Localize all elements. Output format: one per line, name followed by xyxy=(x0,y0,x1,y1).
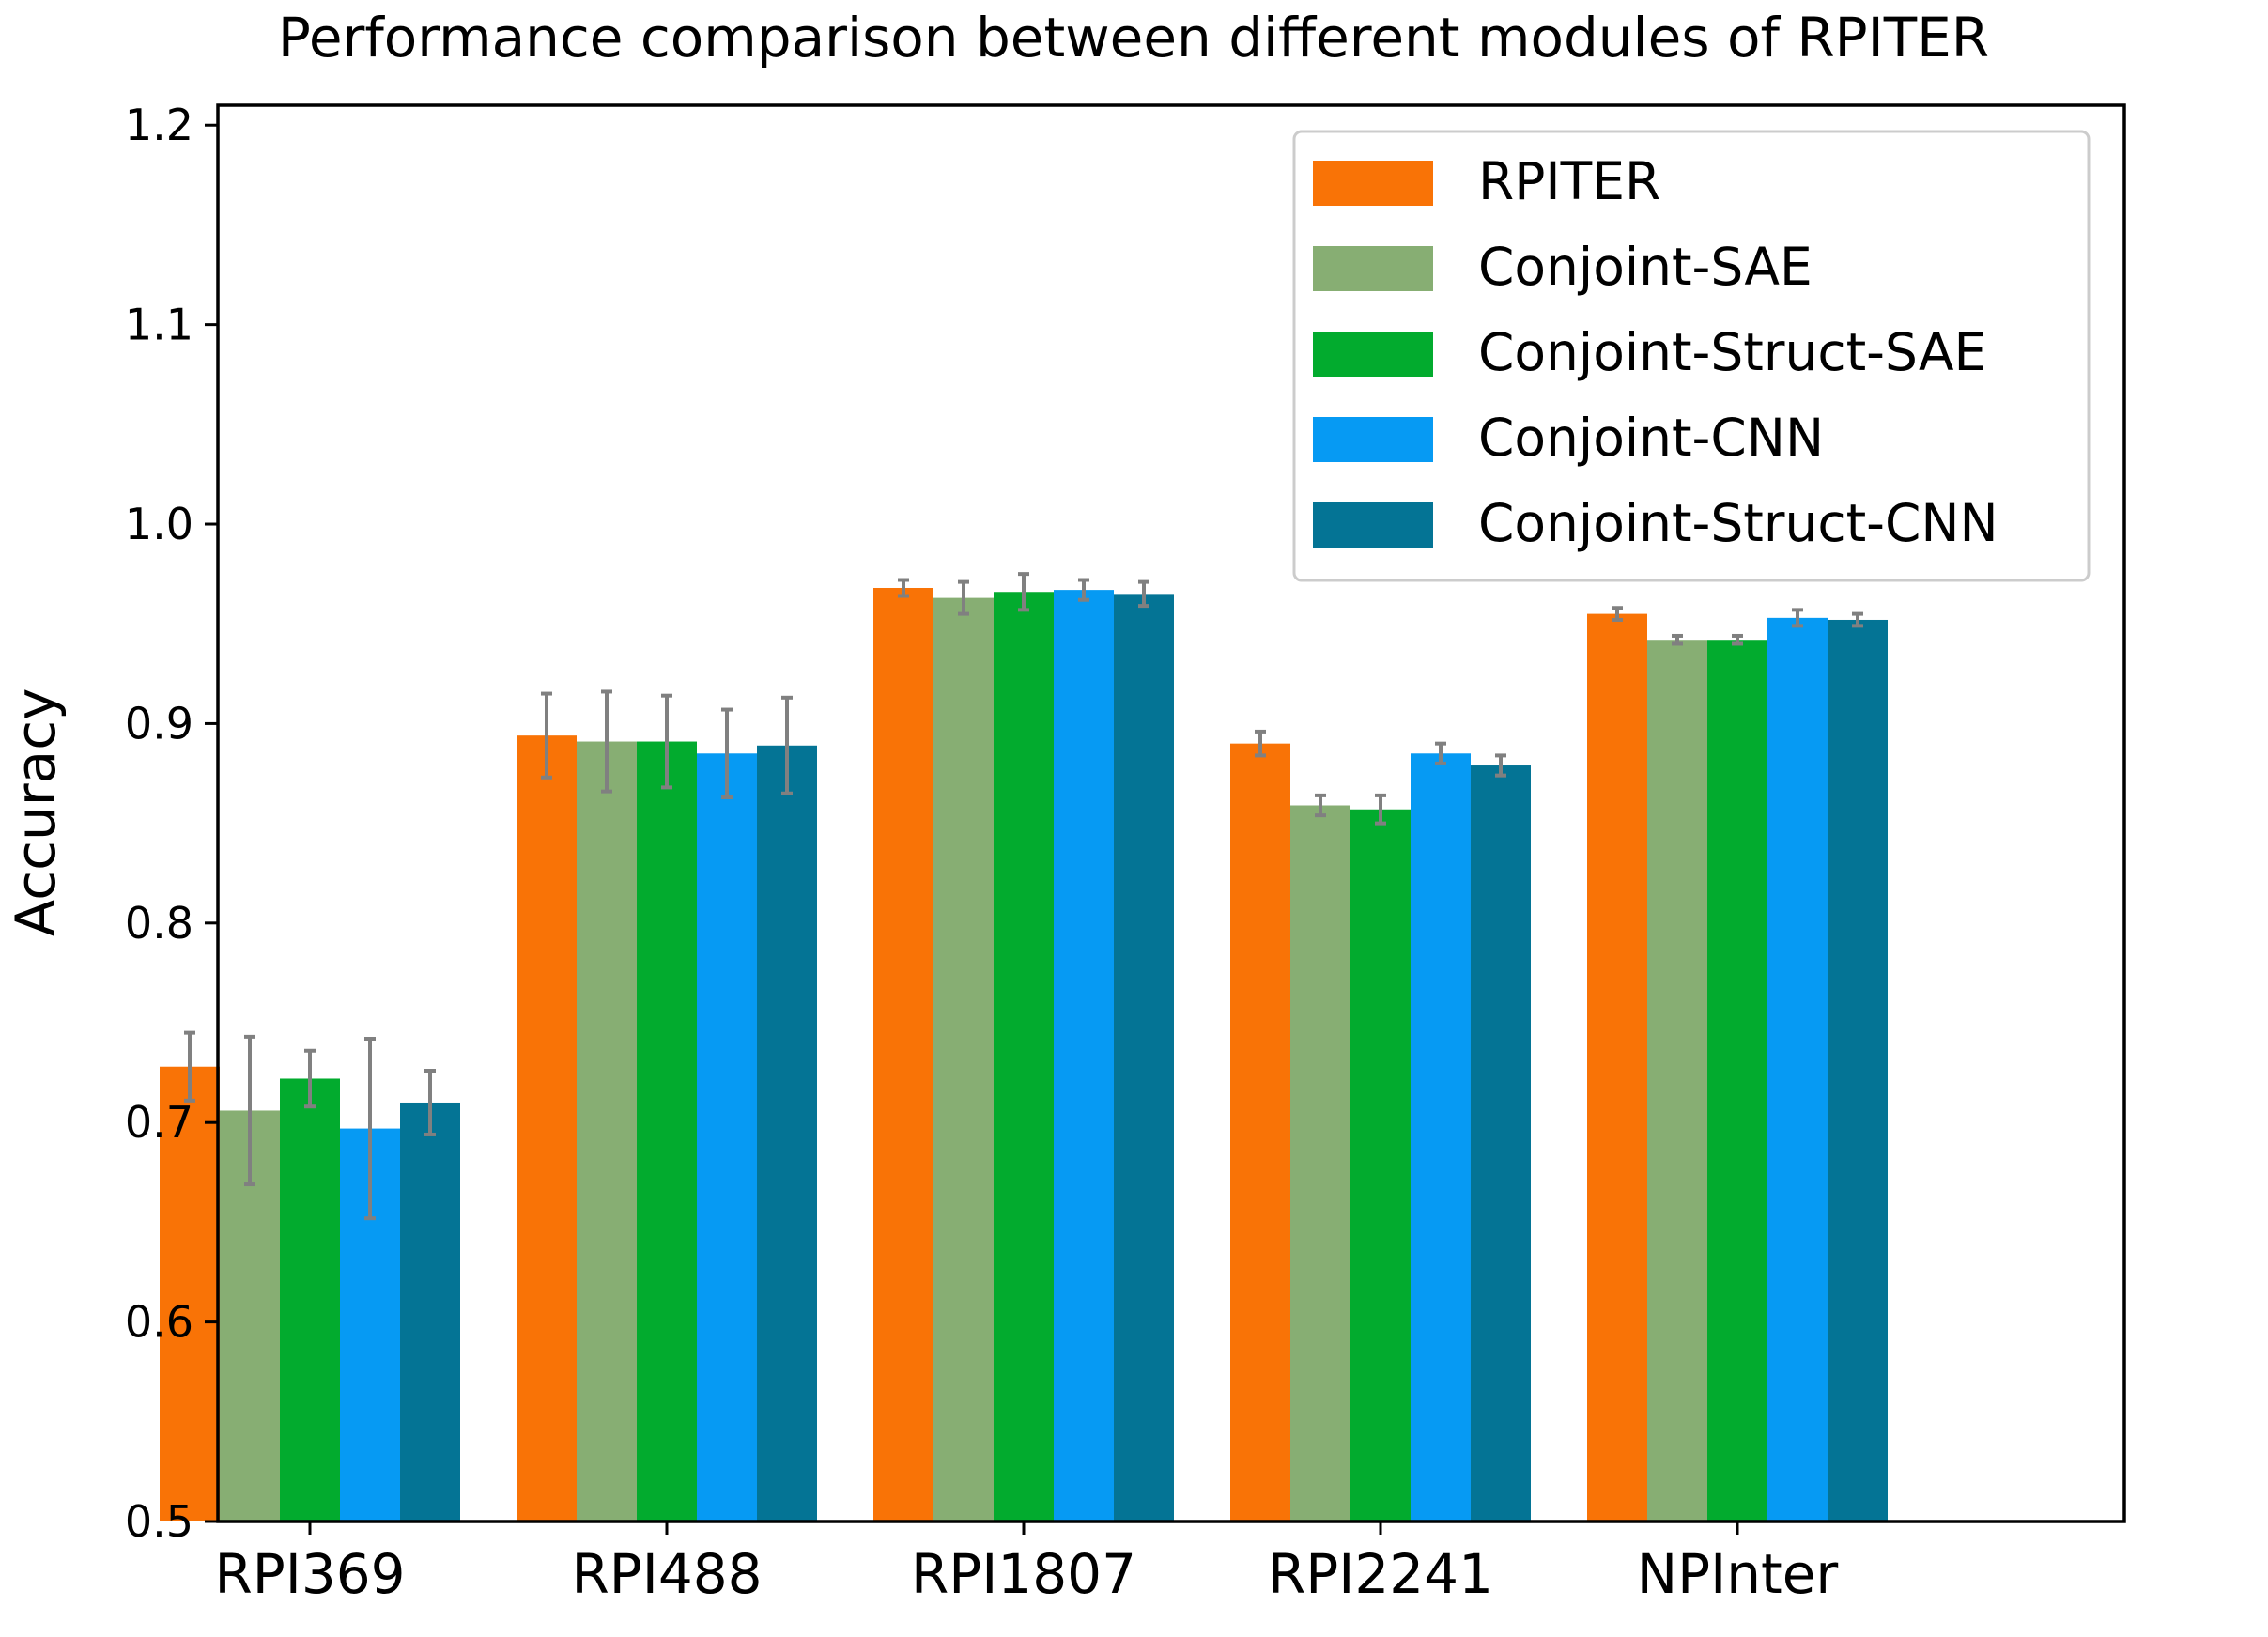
error-bar-rpi488-conjoint-struct-sae xyxy=(661,693,672,790)
error-bar-npinter-conjoint-struct-cnn xyxy=(1852,611,1863,628)
bar-npinter-conjoint-struct-sae xyxy=(1707,640,1767,1521)
error-bar-rpi488-conjoint-sae xyxy=(601,689,612,794)
legend-label: Conjoint-CNN xyxy=(1478,408,1824,468)
legend-swatch xyxy=(1313,246,1433,291)
error-bar-rpi488-conjoint-struct-cnn xyxy=(781,695,793,795)
legend-swatch xyxy=(1313,332,1433,377)
error-bar-rpi488-conjoint-cnn xyxy=(721,707,733,800)
error-bar-rpi2241-conjoint-struct-cnn xyxy=(1495,753,1506,778)
error-bar-rpi1807-conjoint-sae xyxy=(958,579,969,616)
bar-npinter-rpiter xyxy=(1587,613,1647,1521)
bar-rpi488-conjoint-sae xyxy=(577,741,637,1521)
bar-rpi369-conjoint-struct-sae xyxy=(280,1078,340,1521)
legend-swatch xyxy=(1313,161,1433,206)
x-tick-label: NPInter xyxy=(1637,1542,1839,1606)
bar-rpi369-conjoint-struct-cnn xyxy=(400,1102,460,1521)
error-bar-rpi369-conjoint-sae xyxy=(244,1034,255,1187)
legend-swatch xyxy=(1313,502,1433,548)
plot-area xyxy=(160,103,2126,1523)
error-bar-rpi1807-conjoint-struct-sae xyxy=(1018,572,1029,612)
legend-label: Conjoint-Struct-SAE xyxy=(1478,322,1986,382)
error-bar-npinter-conjoint-sae xyxy=(1672,633,1683,646)
error-bar-npinter-rpiter xyxy=(1612,606,1623,622)
bar-rpi488-conjoint-cnn xyxy=(697,753,757,1521)
error-bar-rpi369-conjoint-struct-cnn xyxy=(424,1068,436,1136)
bar-rpi1807-rpiter xyxy=(873,587,933,1521)
error-bar-rpi369-conjoint-cnn xyxy=(364,1037,376,1221)
bar-rpi488-conjoint-struct-sae xyxy=(637,741,697,1521)
bar-rpi2241-rpiter xyxy=(1230,743,1290,1521)
x-tick-label: RPI369 xyxy=(214,1542,405,1606)
x-tick-label: RPI1807 xyxy=(911,1542,1136,1606)
y-tick-label: 1.0 xyxy=(125,499,193,549)
legend-box xyxy=(1292,130,2091,582)
error-bar-rpi369-conjoint-struct-sae xyxy=(304,1048,316,1109)
bar-rpi1807-conjoint-sae xyxy=(933,597,994,1521)
error-bar-rpi1807-rpiter xyxy=(898,578,909,598)
y-tick-label: 0.9 xyxy=(125,698,193,749)
bar-rpi488-conjoint-struct-cnn xyxy=(757,745,817,1521)
legend: RPITER Conjoint-SAE Conjoint-Struct-SAE Con… xyxy=(1292,130,2091,582)
y-tick-label: 1.1 xyxy=(125,300,193,350)
error-bar-rpi1807-conjoint-cnn xyxy=(1078,578,1089,602)
error-bar-rpi2241-rpiter xyxy=(1255,729,1266,758)
bar-rpi488-rpiter xyxy=(517,735,577,1521)
error-bar-rpi2241-conjoint-sae xyxy=(1315,793,1326,818)
y-tick-label: 0.8 xyxy=(125,898,193,949)
bar-rpi1807-conjoint-cnn xyxy=(1054,590,1114,1521)
y-axis-label: Accuracy xyxy=(4,688,68,937)
y-tick-label: 0.6 xyxy=(125,1297,193,1348)
plot-frame xyxy=(216,103,2126,1523)
y-axis: 0.5 0.6 0.7 0.8 0.9 1.0 1.1 1.2 xyxy=(125,100,218,1547)
error-bar-npinter-conjoint-cnn xyxy=(1792,608,1803,628)
y-tick-label: 1.2 xyxy=(125,100,193,150)
y-tick-label: 0.7 xyxy=(125,1097,193,1148)
y-tick-label: 0.5 xyxy=(125,1496,193,1547)
bar-npinter-conjoint-sae xyxy=(1647,640,1707,1521)
bar-rpi1807-conjoint-struct-cnn xyxy=(1114,594,1174,1521)
legend-swatch xyxy=(1313,417,1433,462)
bar-rpi369-rpiter xyxy=(160,1066,220,1521)
bar-npinter-conjoint-struct-cnn xyxy=(1828,619,1888,1521)
legend-label: Conjoint-SAE xyxy=(1478,237,1813,297)
error-bar-rpi2241-conjoint-struct-sae xyxy=(1375,793,1386,826)
error-bar-rpi369-rpiter xyxy=(184,1030,195,1103)
x-tick-label: RPI2241 xyxy=(1268,1542,1493,1606)
bar-npinter-conjoint-cnn xyxy=(1767,617,1828,1521)
bar-rpi2241-conjoint-struct-cnn xyxy=(1471,765,1531,1521)
legend-label: Conjoint-Struct-CNN xyxy=(1478,493,1998,553)
x-tick-label: RPI488 xyxy=(571,1542,762,1606)
error-bar-rpi2241-conjoint-cnn xyxy=(1435,741,1446,765)
error-bar-rpi1807-conjoint-struct-cnn xyxy=(1138,579,1149,609)
error-bar-rpi488-rpiter xyxy=(541,691,552,780)
x-axis: RPI369 RPI488 RPI1807 RPI2241 NPInter xyxy=(214,1521,1838,1606)
bar-rpi2241-conjoint-struct-sae xyxy=(1350,809,1411,1521)
chart-title: Performance comparison between different… xyxy=(278,6,1989,69)
bar-rpi1807-conjoint-struct-sae xyxy=(994,592,1054,1521)
error-bar-npinter-conjoint-struct-sae xyxy=(1732,633,1743,646)
legend-label: RPITER xyxy=(1478,151,1660,211)
bar-rpi2241-conjoint-cnn xyxy=(1411,753,1471,1521)
bar-rpi2241-conjoint-sae xyxy=(1290,805,1350,1521)
